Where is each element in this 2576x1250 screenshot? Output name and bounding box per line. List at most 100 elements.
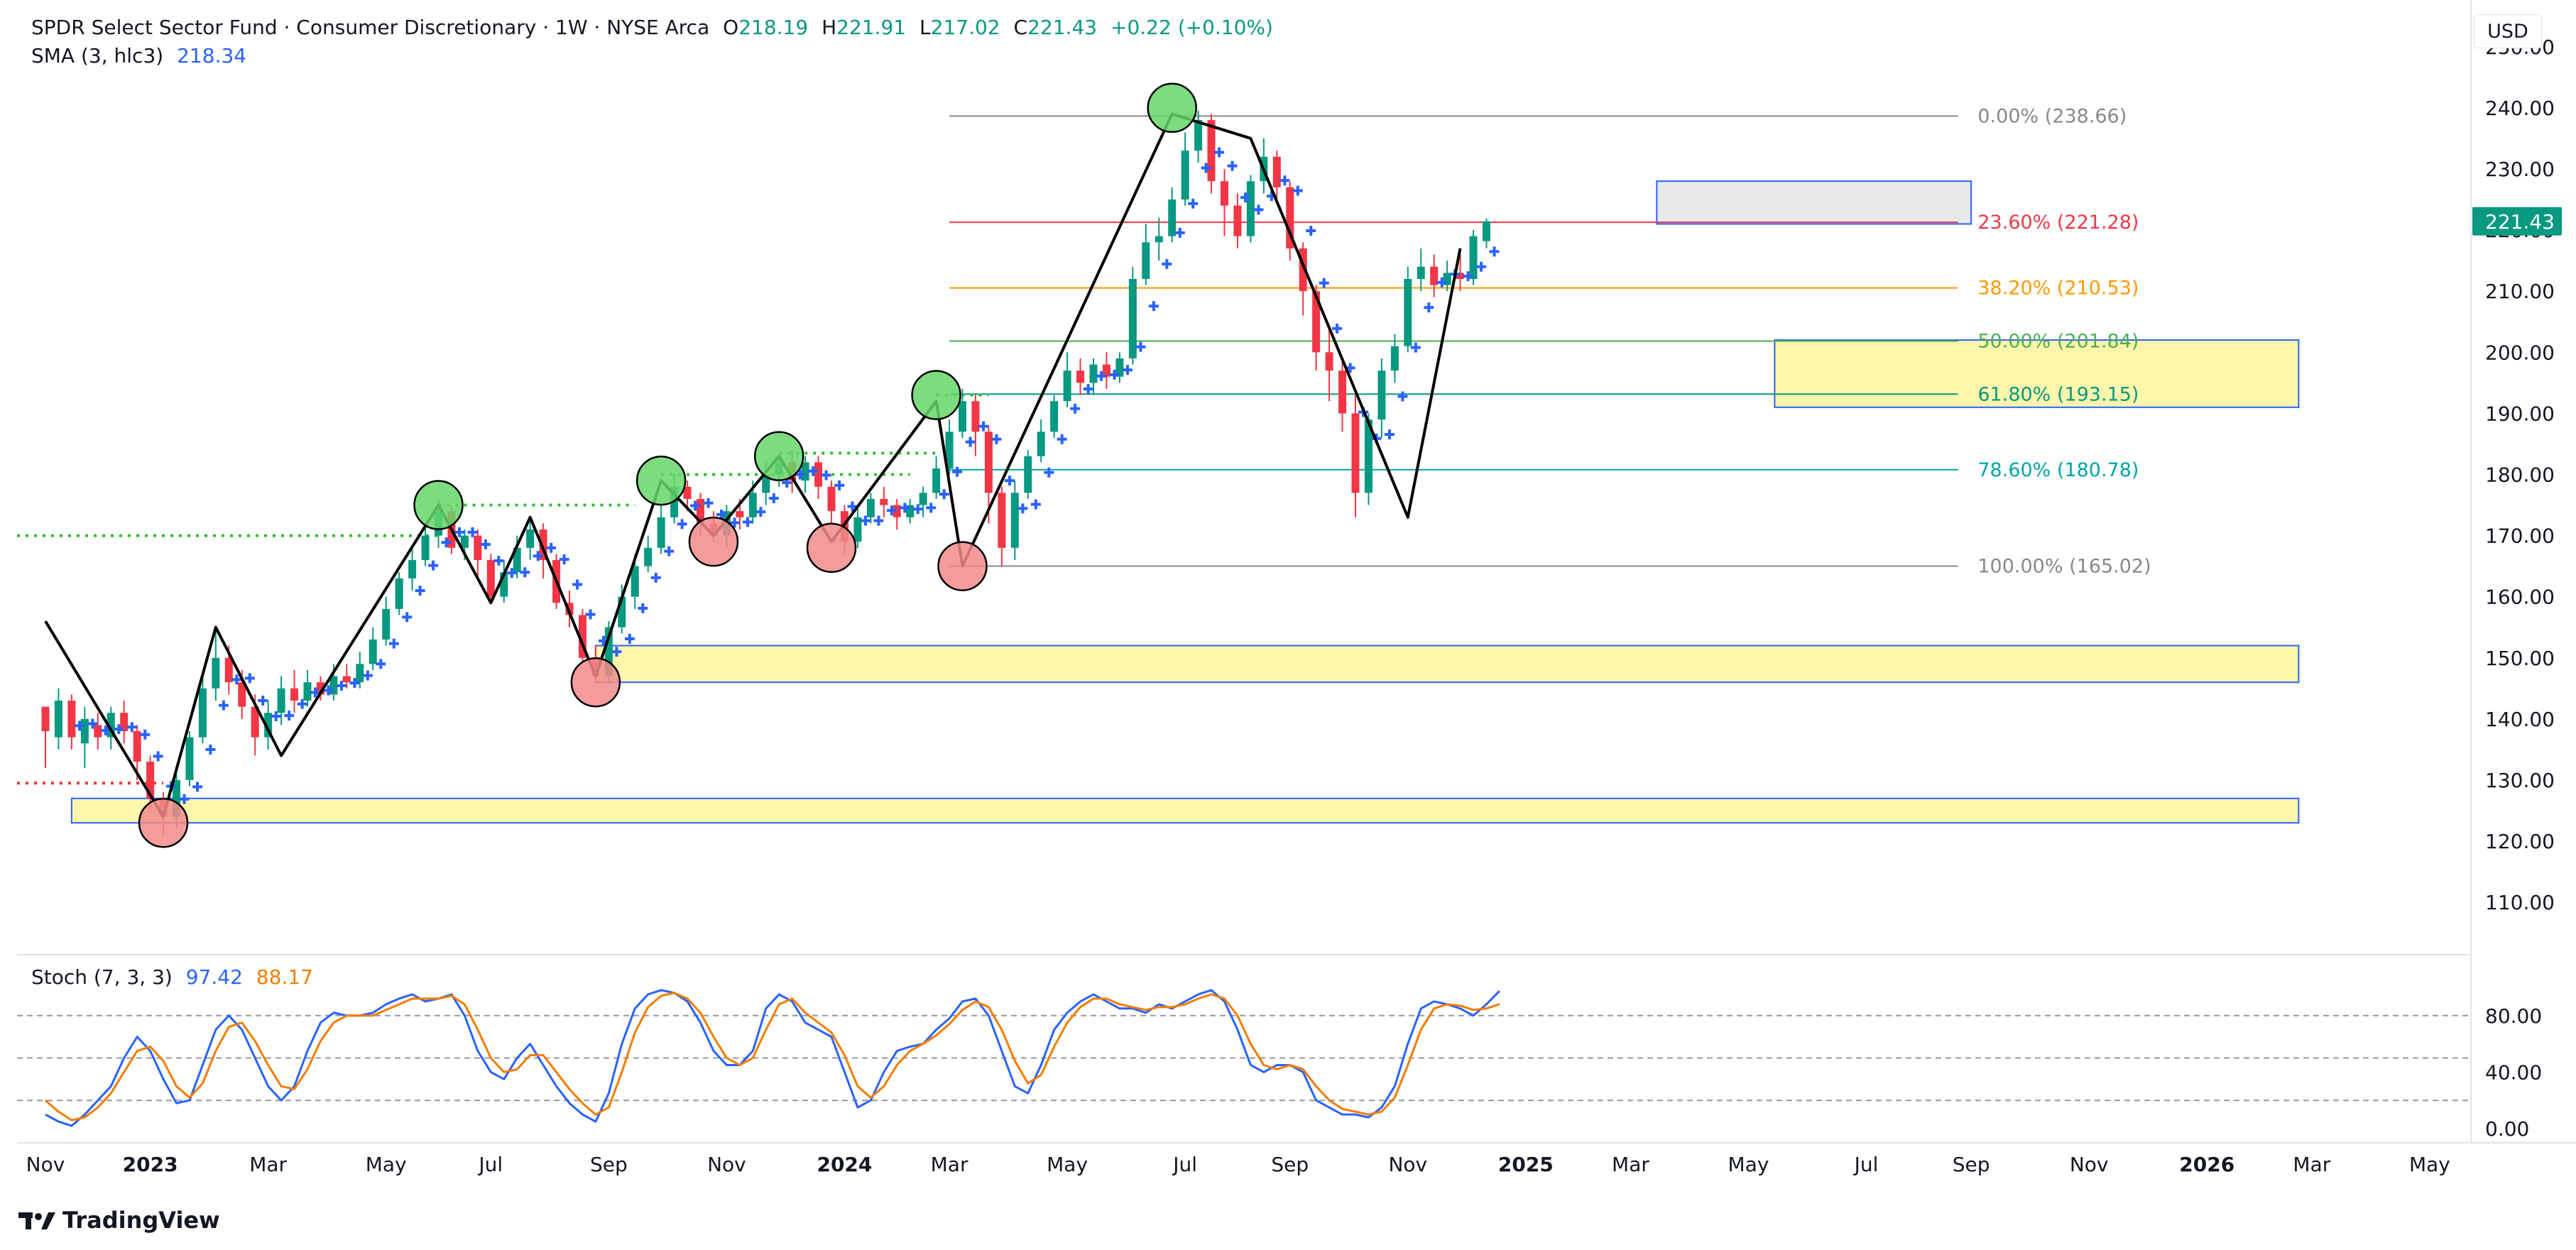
sma-point (480, 539, 491, 550)
candle (1286, 181, 1294, 261)
candle-body (945, 432, 954, 468)
sma-point (100, 725, 111, 736)
fib-level-label: 50.00% (201.84) (1977, 330, 2139, 352)
grid (17, 0, 2576, 1144)
peak-marker[interactable] (635, 455, 687, 506)
stoch-k-line[interactable] (45, 989, 1501, 1127)
peak-marker[interactable] (911, 370, 961, 420)
currency-button[interactable]: USD (2474, 14, 2542, 48)
sma-point (74, 720, 84, 731)
candle (212, 627, 220, 701)
trough-marker[interactable] (570, 657, 621, 708)
candle-body (657, 517, 665, 548)
sma-point (690, 500, 701, 511)
sma-point (1227, 160, 1238, 171)
trough-marker[interactable] (937, 541, 988, 591)
stoch-d-line[interactable] (45, 992, 1500, 1122)
candle-body (264, 713, 273, 738)
candle-body (146, 762, 155, 799)
candle (644, 535, 653, 573)
sma-point (402, 612, 413, 623)
zone-rectangle[interactable] (1656, 180, 1972, 225)
candle-body (173, 779, 180, 817)
candle-body (1089, 364, 1098, 383)
candle-body (697, 498, 704, 524)
candle-body (971, 401, 980, 432)
candle-body (762, 474, 770, 493)
candle (94, 713, 102, 750)
candle (1417, 248, 1425, 292)
trough-marker[interactable] (806, 522, 857, 574)
price-tick-label: 200.00 (2485, 341, 2555, 364)
candle-body (1221, 181, 1228, 206)
candle (578, 608, 586, 664)
candle-body (526, 529, 535, 548)
sma-legend[interactable]: SMA (3, hlc3) 218.34 (31, 44, 253, 67)
candle (657, 505, 665, 554)
candle (1089, 358, 1098, 395)
candle (1050, 395, 1059, 438)
sma-point (533, 551, 543, 561)
sma-point (140, 729, 151, 740)
price-tick-label: 120.00 (2485, 830, 2555, 853)
sma-point (1148, 301, 1159, 312)
candle-body (1233, 205, 1242, 236)
sma-point (650, 572, 661, 583)
candle (290, 669, 299, 713)
time-tick-label: Mar (2293, 1153, 2330, 1176)
time-tick-label: May (1047, 1153, 1088, 1176)
sma-point (1162, 258, 1172, 269)
candle-body (539, 529, 547, 561)
candle-body (251, 706, 259, 738)
sma-point (860, 515, 871, 526)
candle-body (814, 462, 823, 487)
time-tick-label: Nov (1388, 1153, 1427, 1176)
candle-body (54, 701, 62, 738)
tradingview-logo[interactable]: TradingView (18, 1207, 220, 1234)
zone-rectangle[interactable] (70, 797, 2300, 824)
peak-marker[interactable] (1147, 82, 1197, 133)
zone-rectangle[interactable] (1774, 339, 2300, 408)
candle (1168, 187, 1177, 243)
price-tick-label: 130.00 (2485, 769, 2555, 792)
candle-body (1128, 278, 1137, 358)
sma-point (1044, 467, 1054, 478)
zone-rectangle[interactable] (594, 645, 2300, 684)
stochastic-panel: 80.00 40.00 0.00 (17, 989, 2542, 1141)
sma-point (126, 722, 137, 733)
fibonacci-retracement: 0.00% (238.66) 23.60% (221.28) 38.20% (210… (949, 105, 2151, 577)
candle-body (356, 664, 364, 683)
time-tick-label: Mar (249, 1153, 287, 1176)
price-tick-label: 160.00 (2485, 586, 2555, 609)
candle (1115, 352, 1124, 383)
ohlc-open: O218.19 (723, 16, 809, 39)
stoch-legend[interactable]: Stoch (7, 3, 3) 97.42 88.17 (31, 965, 320, 989)
sma-point (428, 560, 439, 571)
candle-body (224, 657, 233, 683)
time-tick-label: Mar (1612, 1153, 1649, 1176)
peak-marker[interactable] (413, 480, 464, 530)
peak-marker[interactable] (753, 431, 804, 481)
sma-point (1096, 371, 1107, 381)
trough-marker[interactable] (138, 797, 189, 848)
candle-body (120, 713, 129, 732)
last-price-badge (2472, 207, 2562, 236)
candle-body (1168, 199, 1177, 236)
candle-body (1194, 120, 1203, 151)
trough-marker[interactable] (688, 516, 739, 567)
candle (1404, 266, 1412, 353)
candle-body (618, 596, 626, 627)
candle (618, 584, 626, 634)
candle (1299, 242, 1307, 316)
fib-level-label: 78.60% (180.78) (1977, 459, 2139, 481)
candle (1351, 395, 1360, 517)
tradingview-logo-text: TradingView (62, 1207, 220, 1234)
candle-body (198, 688, 207, 738)
candle-body (1351, 413, 1360, 493)
candle (474, 529, 482, 579)
sma-point (1174, 227, 1185, 238)
candle (1325, 327, 1333, 402)
stoch-tick-label: 40.00 (2485, 1060, 2542, 1084)
sma-point (638, 603, 648, 613)
